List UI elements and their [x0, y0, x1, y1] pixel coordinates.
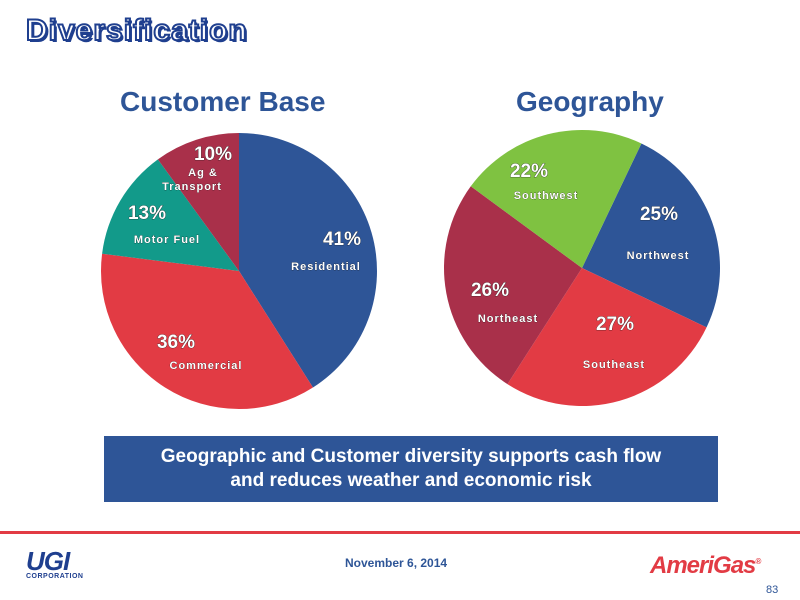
pie-slice-northeast [444, 186, 582, 385]
pie-category-label: Transport [162, 181, 222, 193]
pie-category-label: Southeast [583, 359, 645, 371]
pie-percent-label: 26% [471, 280, 509, 301]
footer-divider [0, 531, 800, 534]
pie-percent-label: 10% [194, 144, 232, 165]
ugi-logo-subtext: CORPORATION [26, 573, 84, 580]
pie-category-label: Northwest [627, 250, 690, 262]
amerigas-logo-text: AmeriGas [650, 552, 756, 579]
pie-slice-motor-fuel [102, 159, 240, 271]
pie-percent-label: 41% [323, 229, 361, 250]
pie-category-label: Northeast [478, 313, 538, 325]
callout-line-1: Geographic and Customer diversity suppor… [160, 446, 662, 467]
pie-category-label: Ag & [188, 167, 218, 179]
customer-base-chart-title: Customer Base [120, 86, 326, 117]
pie-slice-residential [239, 133, 377, 388]
pie-percent-label: 22% [510, 161, 548, 182]
pie-category-label: Motor Fuel [134, 234, 200, 246]
pie-charts: 41% Residential 36% Commercial 13% Motor Fuel… [101, 130, 720, 409]
page-title: Diversification [25, 13, 248, 48]
pie-percent-label: 13% [128, 203, 166, 224]
footer-date: November 6, 2014 [345, 556, 448, 570]
callout-box: Geographic and Customer diversity suppor… [104, 436, 718, 502]
pie-percent-label: 27% [596, 314, 634, 335]
pie-slice-northwest [582, 143, 720, 328]
ugi-logo-text: UGI [26, 546, 70, 576]
pie-percent-label: 36% [157, 332, 195, 353]
pie-percent-label: 25% [640, 204, 678, 225]
pie-slice-southwest [470, 130, 642, 268]
pie-slice-commercial [101, 253, 313, 409]
page-number: 83 [766, 584, 779, 596]
pie-category-label: Commercial [170, 360, 243, 372]
ugi-logo: UGI CORPORATION [26, 546, 84, 580]
callout-line-2: and reduces weather and economic risk [230, 470, 592, 491]
pie-category-label: Residential [291, 261, 361, 273]
pie-category-label: Southwest [514, 190, 579, 202]
geography-chart-title: Geography [516, 86, 664, 117]
pie-slice-ag-transport [157, 133, 239, 271]
pie-slice-southeast [507, 268, 707, 406]
amerigas-logo: AmeriGas® [650, 552, 761, 579]
